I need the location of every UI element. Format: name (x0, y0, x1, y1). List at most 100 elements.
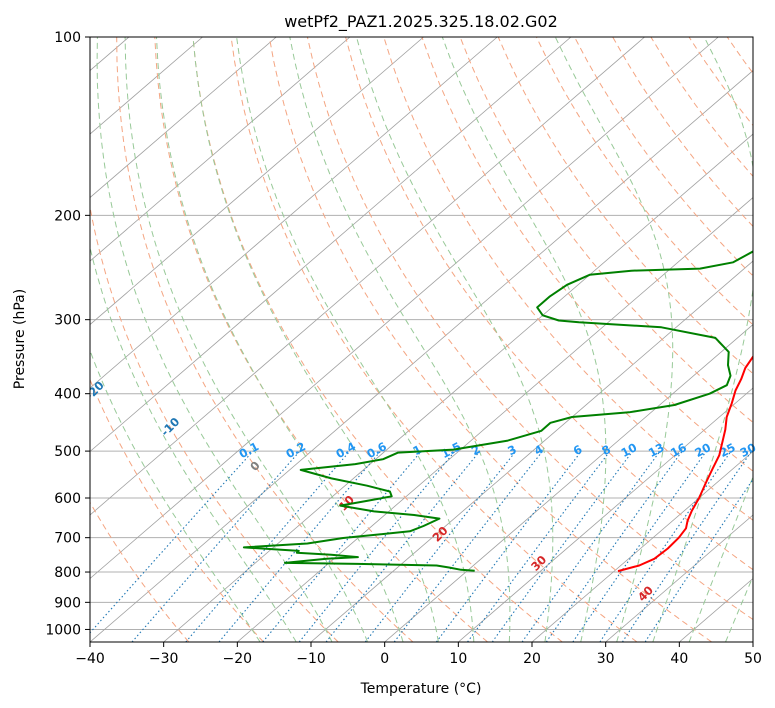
dry-adiabat-line (90, 204, 339, 642)
mixing-ratio-line (467, 450, 611, 642)
x-tick-label: 10 (449, 651, 467, 667)
isotherm-line (90, 37, 498, 389)
isotherm-line (90, 37, 645, 516)
x-axis: −40 −30 −20 −10 0 10 20 30 40 50 (75, 642, 762, 667)
mixing-ratio-line (131, 450, 301, 642)
x-tick-label: −40 (75, 651, 105, 667)
dry-adiabat-line (726, 37, 753, 74)
moist-adiabat-line (90, 245, 297, 642)
dry-adiabat-label: -10 (158, 415, 183, 440)
mixing-ratio-line (218, 450, 382, 642)
moist-adiabat-line (652, 37, 753, 642)
dry-adiabat-line (765, 37, 775, 642)
mixing-ratio-label: 0.1 (237, 439, 262, 461)
dry-adiabat-line (535, 37, 753, 326)
moist-adiabat-line (554, 37, 674, 642)
background-lines (90, 37, 775, 642)
dry-adiabat-line (90, 378, 264, 642)
y-tick-label: 300 (54, 313, 81, 329)
isotherm-line (90, 37, 719, 580)
x-tick-label: −30 (149, 651, 179, 667)
moist-adiabat-line (289, 37, 511, 642)
mixing-ratio-line (621, 450, 753, 642)
dry-adiabat-line (116, 37, 414, 642)
y-axis: 100 200 300 400 500 600 700 800 900 1000 (45, 30, 90, 638)
x-axis-label: Temperature (°C) (360, 681, 482, 697)
dry-adiabat-line (650, 37, 753, 178)
mixing-ratio-label: 6 (571, 442, 585, 458)
y-tick-label: 700 (54, 531, 81, 547)
isotherm-line (458, 387, 753, 642)
dry-adiabat-label: -20 (82, 378, 107, 403)
y-tick-label: 800 (54, 565, 81, 581)
dry-adiabat-line (90, 501, 190, 642)
mixing-ratio-line (521, 450, 661, 642)
moist-adiabat-line (156, 37, 404, 642)
y-tick-label: 400 (54, 387, 81, 403)
isotherm-line (531, 450, 753, 642)
x-tick-label: −20 (223, 651, 253, 667)
x-tick-label: 0 (380, 651, 389, 667)
dry-adiabat-line (459, 37, 753, 424)
x-tick-label: −10 (296, 651, 326, 667)
x-tick-label: 30 (597, 651, 615, 667)
isotherm-line (90, 37, 424, 326)
mixing-ratio-label: 0.4 (333, 439, 358, 461)
mixing-ratio-line (599, 450, 732, 642)
y-tick-label: 1000 (45, 622, 81, 638)
mixing-ratio-line (435, 450, 582, 642)
moist-adiabat-line (90, 349, 261, 642)
mixing-ratio-line (90, 450, 254, 634)
moist-adiabat-line (96, 37, 333, 642)
y-tick-label: 900 (54, 595, 81, 611)
dry-adiabat-line (574, 37, 753, 277)
dry-adiabat-line (688, 37, 753, 127)
mixing-ratio-label: 3 (505, 442, 519, 458)
isotherm-line (384, 324, 753, 642)
temperature-line (617, 354, 753, 573)
mixing-ratio-label: 16 (668, 440, 689, 460)
dewpoint-line (242, 250, 753, 572)
mixing-ratio-label: 8 (599, 442, 613, 458)
x-tick-label: 20 (523, 651, 541, 667)
chart-title: wetPf2_PAZ1.2025.325.18.02.G02 (284, 12, 558, 32)
series-lines (242, 250, 753, 573)
mixing-ratio-label: 10 (619, 440, 640, 460)
isotherm-line (605, 514, 753, 642)
isotherm-line (237, 197, 753, 642)
isotherm-line (163, 133, 753, 642)
plot-frame (89, 36, 754, 643)
isotherm-line (90, 37, 203, 135)
isotherm-line (90, 70, 753, 642)
moist-adiabat-line (124, 37, 369, 642)
dry-adiabat-line (306, 37, 753, 621)
mixing-ratio-label: 13 (646, 440, 667, 460)
isotherm-line (310, 260, 753, 642)
dry-adiabat-line (345, 37, 753, 571)
dry-adiabat-line (421, 37, 753, 472)
mixing-ratio-line (364, 450, 517, 642)
x-tick-label: 40 (670, 651, 688, 667)
dry-adiabat-label: 30 (528, 553, 549, 574)
dry-adiabat-line (154, 37, 488, 642)
y-axis-label: Pressure (hPa) (12, 289, 28, 389)
dry-adiabat-line (230, 37, 638, 642)
y-tick-label: 200 (54, 208, 81, 224)
mixing-ratio-line (325, 450, 481, 642)
moist-adiabat-line (356, 37, 554, 642)
mixing-ratio-label: 20 (692, 440, 713, 460)
isotherm-line (752, 641, 753, 642)
moist-adiabat-line (236, 37, 475, 642)
y-tick-label: 500 (54, 444, 81, 460)
dry-adiabat-line (268, 37, 712, 642)
mixing-ratio-label: 30 (738, 440, 759, 460)
dry-adiabat-line (497, 37, 753, 375)
mixing-ratio-line (545, 450, 683, 642)
mixing-ratio-label: 1 (410, 442, 424, 458)
moist-adiabat-line (441, 37, 607, 642)
isotherm-line (90, 37, 572, 453)
moist-adiabat-line (725, 575, 753, 642)
mixing-ratio-line (298, 450, 456, 642)
moist-adiabat-line (192, 37, 439, 642)
